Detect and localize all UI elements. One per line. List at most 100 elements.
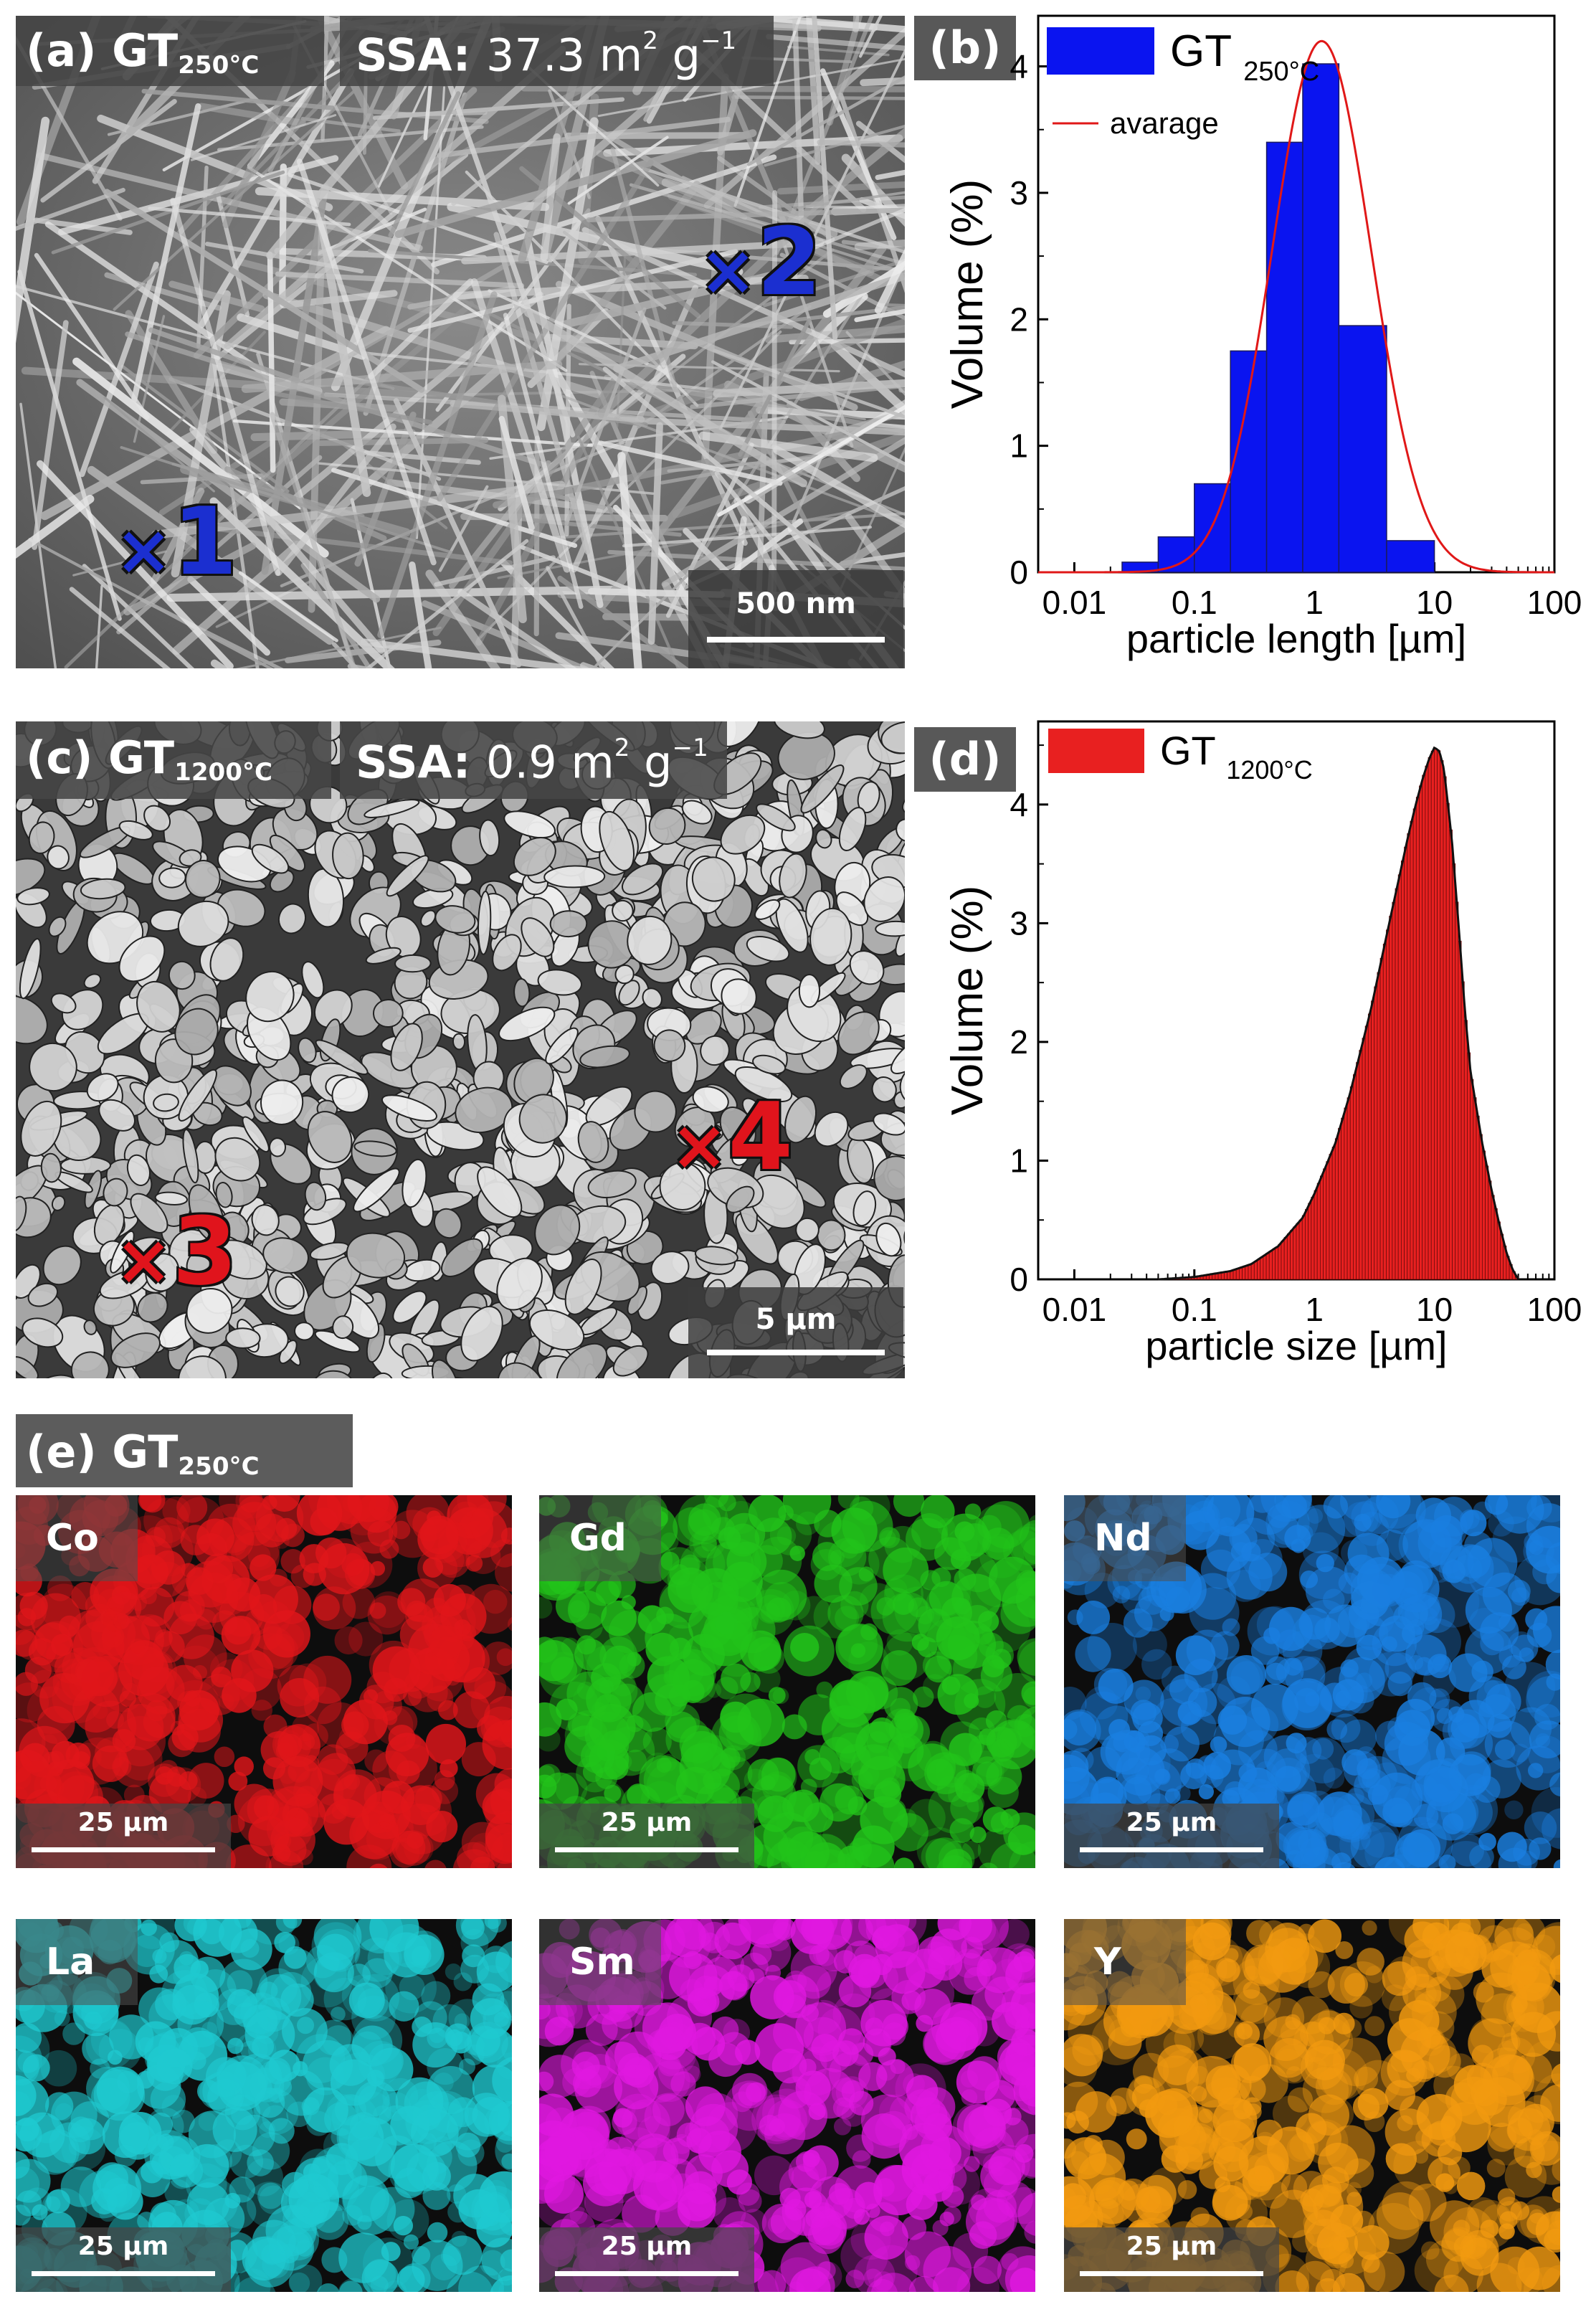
distribution-bar <box>1308 1203 1312 1280</box>
marker-3: ×3 <box>115 1197 237 1306</box>
panel-c-ssa: SSA: 0.9 m2 g−1 <box>340 721 727 799</box>
panel-a-ssa: SSA: 37.3 m2 g−1 <box>340 16 774 86</box>
x-tick-label: 10 <box>1416 1291 1453 1328</box>
marker-4: ×4 <box>670 1082 793 1191</box>
element-label: Gd <box>539 1495 661 1581</box>
scale-line <box>1080 2271 1263 2276</box>
legend-swatch-bars <box>1047 27 1154 75</box>
sem-image-a <box>16 16 905 668</box>
histogram-bar <box>1302 63 1340 573</box>
panel-d-letter: (d) <box>914 727 1016 792</box>
nanorod-texture <box>16 16 905 668</box>
distribution-bar <box>1434 748 1438 1280</box>
distribution-bar <box>1311 1197 1315 1280</box>
ssa-sup: 2 <box>642 27 658 55</box>
distribution-bar <box>1283 1237 1288 1280</box>
distribution-bar <box>1260 1256 1264 1280</box>
distribution-bar <box>1437 750 1441 1280</box>
distribution-bar <box>1473 1097 1477 1280</box>
distribution-bar <box>1272 1249 1276 1280</box>
panel-c-title: (c) GT <box>26 731 175 784</box>
marker-2: ×2 <box>699 207 822 316</box>
distribution-bar <box>1382 943 1387 1280</box>
average-fit-line <box>1038 39 1554 574</box>
eds-map-y: Y 25 µm <box>1064 1919 1560 2292</box>
sem-image-c <box>16 721 905 1378</box>
ssa-unit: g <box>630 736 673 789</box>
distribution-bar <box>1263 1254 1267 1280</box>
distribution-bar <box>1248 1264 1252 1280</box>
grain-texture <box>16 721 905 1378</box>
distribution-bar <box>1491 1195 1495 1280</box>
distribution-bar <box>1478 1134 1483 1280</box>
distribution-bar <box>1362 1038 1366 1280</box>
distribution-bar <box>1323 1168 1327 1280</box>
distribution-bar <box>1379 957 1384 1280</box>
x-tick-label: 0.1 <box>1172 1291 1217 1328</box>
ssa-key: SSA: <box>356 736 471 789</box>
scale-bar: 25 µm <box>16 2227 231 2292</box>
distribution-bar <box>1463 1020 1468 1280</box>
y-tick-label: 1 <box>1010 1142 1028 1179</box>
distribution-bar <box>1367 1013 1372 1280</box>
distribution-bar <box>1331 1147 1336 1280</box>
histogram-bar <box>1386 540 1435 573</box>
y-axis-label: Volume (%) <box>943 886 992 1115</box>
y-tick-label: 4 <box>1010 786 1028 823</box>
ssa-key: SSA: <box>356 29 471 82</box>
panel-a-label: (a) GT250°C <box>16 16 324 86</box>
distribution-bar <box>1235 1268 1240 1280</box>
y-tick-label: 0 <box>1010 554 1028 591</box>
legend-swatch <box>1048 729 1144 773</box>
distribution-outline <box>1158 746 1519 1281</box>
scale-label: 25 µm <box>601 2232 693 2261</box>
distribution-bar <box>1443 776 1447 1280</box>
panel-a-temp: 250°C <box>178 51 260 80</box>
element-label: Sm <box>539 1919 661 2005</box>
histogram-bar <box>1230 350 1268 573</box>
ssa-sup: 2 <box>614 734 630 762</box>
distribution-bar <box>1389 916 1393 1280</box>
scale-bar: 25 µm <box>1064 1804 1279 1868</box>
distribution-bar <box>1467 1052 1471 1280</box>
panel-e-label: (e) GT250°C <box>16 1414 353 1487</box>
distribution-bar <box>1349 1086 1354 1280</box>
scale-bar: 25 µm <box>1064 2227 1279 2292</box>
scale-label: 25 µm <box>77 1808 169 1837</box>
x-tick-label: 1 <box>1305 1291 1324 1328</box>
scale-label: 25 µm <box>77 2232 169 2261</box>
x-tick-label: 0.01 <box>1042 1291 1107 1328</box>
element-label: La <box>16 1919 138 2005</box>
panel-e-temp: 250°C <box>178 1452 260 1482</box>
distribution-bar <box>1253 1261 1258 1280</box>
chart-d: 0.01 0.1 1 10 100 0 1 2 3 4 particle size [µm] Volu… <box>932 710 1596 1398</box>
element-label: Nd <box>1064 1495 1186 1581</box>
distribution-bar <box>1238 1267 1243 1280</box>
ssa-unit: g <box>657 29 700 82</box>
distribution-bar <box>1286 1233 1291 1280</box>
scale-bar-a: 500 nm <box>688 570 903 668</box>
scale-bar-c: 5 µm <box>688 1287 903 1378</box>
distribution-bar <box>1265 1253 1270 1280</box>
distribution-bar <box>1493 1208 1498 1280</box>
distribution-bar <box>1377 972 1381 1280</box>
eds-map-co: Co 25 µm <box>16 1495 512 1868</box>
distribution-bar <box>1364 1025 1369 1280</box>
distribution-bar <box>1245 1265 1249 1280</box>
scale-line <box>555 2271 738 2276</box>
distribution-bar <box>1485 1165 1489 1280</box>
y-tick-label: 3 <box>1010 174 1028 212</box>
y-tick-label: 2 <box>1010 1023 1028 1061</box>
distribution-bar <box>1290 1230 1294 1280</box>
scale-line <box>32 2271 215 2276</box>
scale-line <box>1080 1847 1263 1852</box>
y-tick-label: 0 <box>1010 1261 1028 1298</box>
distribution-bar <box>1400 861 1405 1280</box>
distribution-bar <box>1460 981 1465 1280</box>
distribution-bar <box>1404 846 1408 1280</box>
y-tick-label: 4 <box>1010 48 1028 85</box>
distribution-bar <box>1419 785 1423 1280</box>
distribution-bar <box>1316 1183 1321 1280</box>
eds-map-sm: Sm 25 µm <box>539 1919 1035 2292</box>
distribution-bar <box>1319 1175 1324 1280</box>
